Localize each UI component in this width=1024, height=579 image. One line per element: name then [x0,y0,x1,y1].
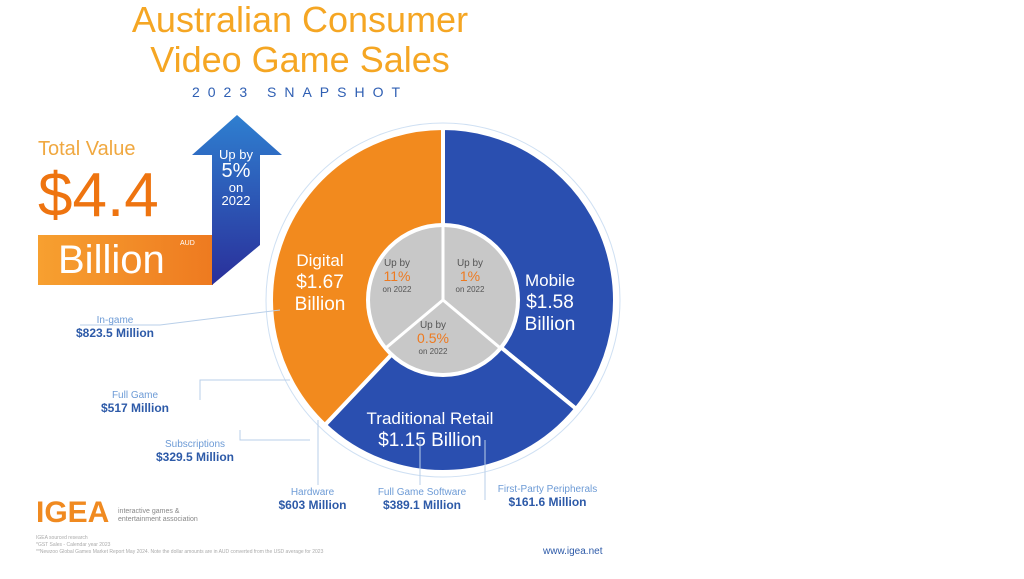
segment-label-digital: Digital $1.67 Billion [294,251,346,315]
website-link[interactable]: www.igea.net [543,546,603,557]
footnote: **Newzoo Global Games Market Report May … [36,549,324,555]
growth-text: Up by 5% on 2022 [219,147,253,208]
breakdown-in-game: In-game $823.5 Million [75,315,155,340]
slice-digital [269,125,445,428]
growth-retail: Up by 0.5% on 2022 [417,320,449,356]
currency-label: AUD [180,240,195,247]
segment-label-mobile: Mobile $1.58 Billion [524,271,576,335]
total-unit-bar [38,235,213,285]
total-unit: Billion [58,238,165,282]
slice-mobile [441,125,617,412]
page-title: Australian Consumer Video Game Sales [131,0,469,80]
igea-logo: IGEA [36,496,110,529]
breakdown-subscriptions: Subscriptions $329.5 Million [155,439,235,464]
footnote: *GST Sales - Calendar year 2023 [36,542,111,548]
footnote: IGEA sourced research [36,535,88,541]
growth-digital: Up by 11% on 2022 [382,258,412,294]
segment-label-retail: Traditional Retail $1.15 Billion [366,409,494,451]
breakdown-full-game-software: Full Game Software $389.1 Million [377,487,467,512]
breakdown-full-game: Full Game $517 Million [100,390,170,415]
total-value: $4.4 [38,161,159,230]
slice-retail [322,297,579,474]
growth-mobile: Up by 1% on 2022 [455,258,485,294]
growth-arrow-icon [192,115,282,285]
outer-ring [265,122,621,478]
center-divider [442,298,502,350]
subtitle: 2023 SNAPSHOT [191,84,409,100]
total-value-label: Total Value [38,138,136,160]
breakdown-peripherals: First-Party Peripherals $161.6 Million [497,484,598,509]
org-name: interactive games & entertainment associa… [118,508,198,523]
center-divider [384,298,444,350]
breakdown-hardware: Hardware $603 Million [278,487,347,512]
